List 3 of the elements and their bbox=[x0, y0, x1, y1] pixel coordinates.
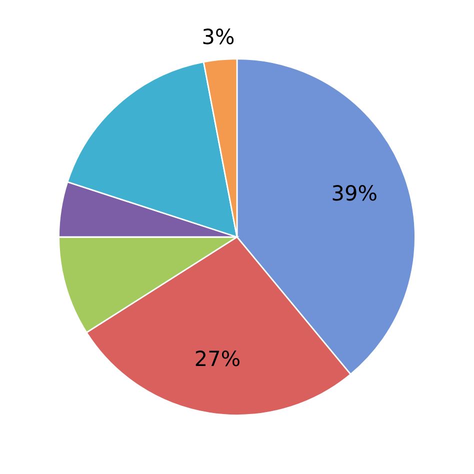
data-label: 3% bbox=[203, 28, 234, 44]
data-label: 27% bbox=[196, 350, 240, 366]
data-label: 39% bbox=[332, 185, 376, 201]
